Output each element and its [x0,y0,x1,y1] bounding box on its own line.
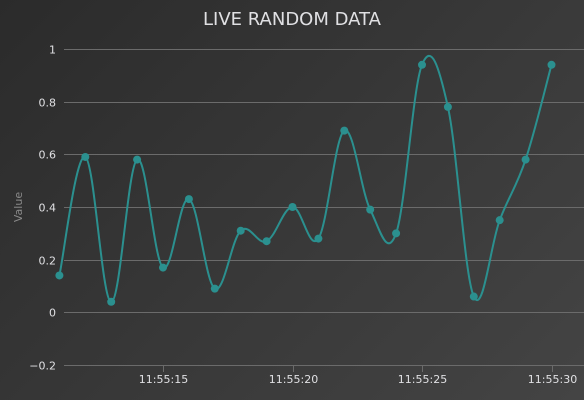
data-point[interactable] [366,205,375,214]
y-tick-label: 0.4 [39,202,57,215]
data-point[interactable] [443,102,452,111]
y-tick-label: 0.2 [39,255,57,268]
data-point[interactable] [133,155,142,164]
x-tick-label: 11:55:30 [528,373,577,386]
grid-lines [64,49,584,372]
y-axis-labels: −0.2 0 0.2 0.4 0.6 0.8 1 [29,44,56,373]
data-point[interactable] [107,297,116,306]
data-point[interactable] [340,126,349,135]
y-tick-label: 1 [49,44,56,57]
series-value [55,54,556,306]
y-tick-label: −0.2 [29,360,56,373]
y-tick-label: 0.8 [39,97,57,110]
data-point[interactable] [547,60,556,69]
series-line [58,54,553,303]
data-point[interactable] [495,216,504,225]
data-point[interactable] [392,229,401,238]
x-tick-label: 11:55:25 [398,373,447,386]
data-point[interactable] [184,195,193,204]
data-point[interactable] [288,203,297,211]
data-point[interactable] [314,234,323,243]
chart-title: LIVE RANDOM DATA [203,9,382,30]
data-point[interactable] [210,284,219,293]
y-tick-label: 0.6 [39,149,57,162]
data-point[interactable] [262,237,271,246]
data-point[interactable] [418,60,426,69]
data-point[interactable] [81,152,90,161]
x-tick-label: 11:55:15 [139,373,188,386]
data-point[interactable] [159,263,167,272]
data-point[interactable] [521,155,530,164]
x-tick-label: 11:55:20 [269,373,318,386]
y-axis-title: Value [12,192,25,222]
data-point[interactable] [236,226,245,235]
data-point[interactable] [469,292,478,301]
x-axis-labels: 11:55:15 11:55:20 11:55:25 11:55:30 [139,373,577,386]
data-point[interactable] [55,271,64,280]
y-tick-label: 0 [49,307,56,320]
